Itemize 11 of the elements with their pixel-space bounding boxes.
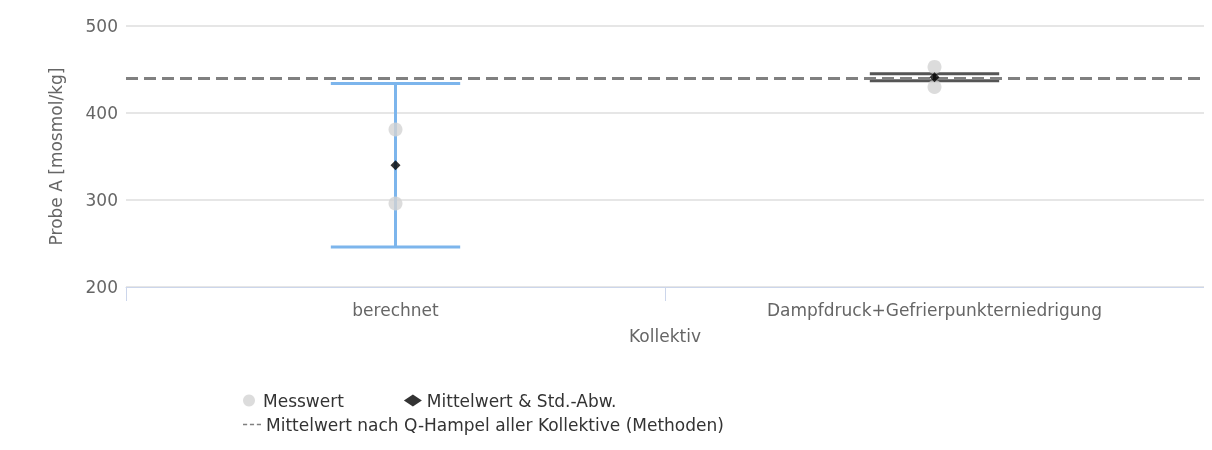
- y-tick-label: 300: [85, 190, 118, 210]
- y-tick-label: 200: [85, 277, 118, 297]
- legend-label: Mittelwert & Std.-Abw.: [426, 390, 617, 411]
- legend-label: Mittelwert nach Q-Hampel aller Kollektive (Methoden): [266, 414, 724, 435]
- x-tick-label: berechnet: [352, 299, 439, 320]
- legend-label: Messwert: [263, 390, 345, 411]
- x-tick-label: Dampfdruck+Gefrierpunkterniedrigung: [766, 299, 1103, 320]
- y-tick-label: 500: [85, 16, 118, 36]
- x-axis-title: Kollektiv: [629, 325, 701, 346]
- y-tick-label: 400: [85, 103, 118, 123]
- y-axis-title: Probe A [mosmol/kg]: [45, 67, 66, 246]
